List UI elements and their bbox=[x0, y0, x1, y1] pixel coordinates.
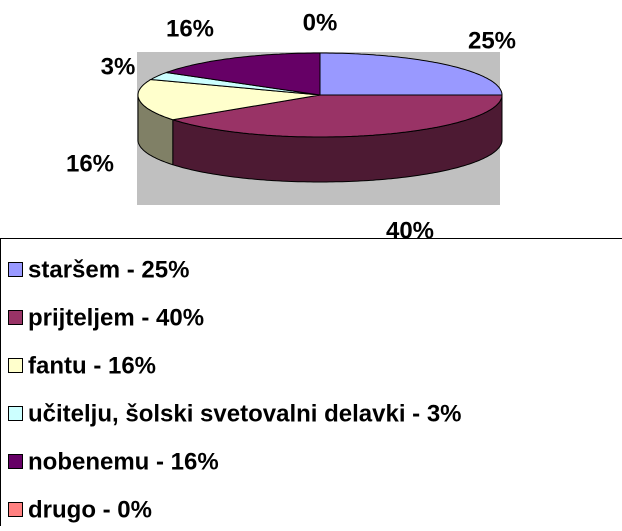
data-label: 25% bbox=[468, 27, 516, 54]
data-label: 3% bbox=[101, 53, 136, 80]
legend-swatch bbox=[9, 263, 23, 277]
data-label: 40% bbox=[386, 217, 434, 244]
data-label: 16% bbox=[166, 15, 214, 42]
legend-swatch bbox=[9, 407, 23, 421]
legend-label: učitelju, šolski svetovalni delavki - 3% bbox=[28, 400, 462, 427]
legend-label: nobenemu - 16% bbox=[28, 448, 219, 475]
legend-label: staršem - 25% bbox=[28, 256, 189, 283]
legend-label: fantu - 16% bbox=[28, 352, 156, 379]
legend-swatch bbox=[9, 455, 23, 469]
legend-swatch bbox=[9, 503, 23, 517]
data-label: 16% bbox=[66, 150, 114, 177]
legend-label: drugo - 0% bbox=[28, 496, 152, 523]
data-label: 0% bbox=[303, 9, 338, 36]
legend-swatch bbox=[9, 311, 23, 325]
legend-label: prijteljem - 40% bbox=[28, 304, 204, 331]
legend-swatch bbox=[9, 359, 23, 373]
